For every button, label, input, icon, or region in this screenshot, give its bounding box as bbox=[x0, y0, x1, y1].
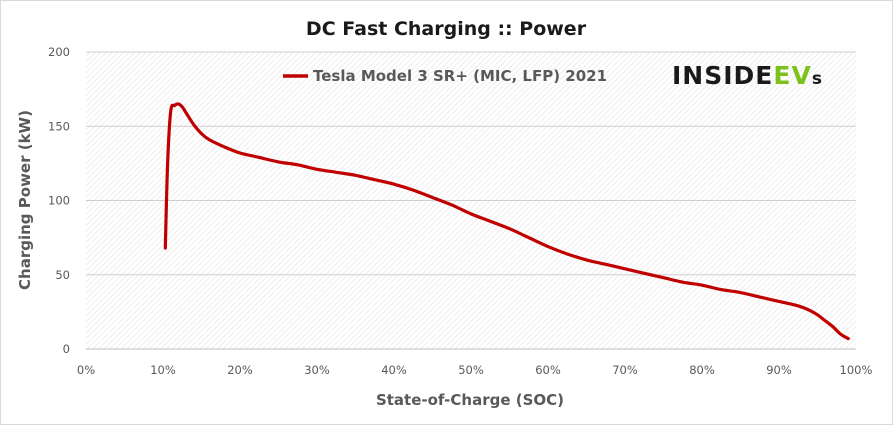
insideevs-logo: INSIDEEVs bbox=[672, 61, 822, 90]
x-axis-title: State-of-Charge (SOC) bbox=[376, 391, 564, 409]
legend-label: Tesla Model 3 SR+ (MIC, LFP) 2021 bbox=[313, 67, 607, 85]
x-tick-label: 0% bbox=[77, 363, 95, 377]
x-tick-label: 100% bbox=[840, 363, 873, 377]
x-tick-label: 70% bbox=[612, 363, 638, 377]
y-tick-label: 100 bbox=[48, 194, 70, 208]
x-tick-label: 80% bbox=[689, 363, 715, 377]
svg-text:INSIDEEVs: INSIDEEVs bbox=[672, 61, 822, 90]
series-line bbox=[163, 102, 850, 341]
y-tick-label: 150 bbox=[48, 119, 70, 133]
chart-title: DC Fast Charging :: Power bbox=[306, 18, 587, 40]
y-axis-title: Charging Power (kW) bbox=[16, 110, 34, 290]
y-tick-label: 0 bbox=[63, 342, 70, 356]
series-layer bbox=[163, 102, 850, 341]
y-tick-label: 200 bbox=[48, 45, 70, 59]
logo-text-s: s bbox=[812, 69, 822, 89]
logo-text-inside: INSIDE bbox=[672, 61, 773, 90]
y-tick-label: 50 bbox=[55, 268, 70, 282]
gridlines bbox=[86, 51, 856, 350]
x-tick-label: 50% bbox=[458, 363, 484, 377]
x-axis-tick-labels: 0% 10% 20% 30% 40% 50% 60% 70% 80% 90% 100% bbox=[77, 363, 873, 377]
x-tick-label: 60% bbox=[535, 363, 561, 377]
x-tick-label: 30% bbox=[304, 363, 330, 377]
x-tick-label: 20% bbox=[227, 363, 253, 377]
x-tick-label: 10% bbox=[150, 363, 176, 377]
x-tick-label: 40% bbox=[381, 363, 407, 377]
y-axis-tick-labels: 0 50 100 150 200 bbox=[48, 45, 70, 356]
x-tick-label: 90% bbox=[766, 363, 792, 377]
legend: Tesla Model 3 SR+ (MIC, LFP) 2021 bbox=[283, 67, 607, 85]
logo-text-ev: EV bbox=[773, 61, 811, 90]
